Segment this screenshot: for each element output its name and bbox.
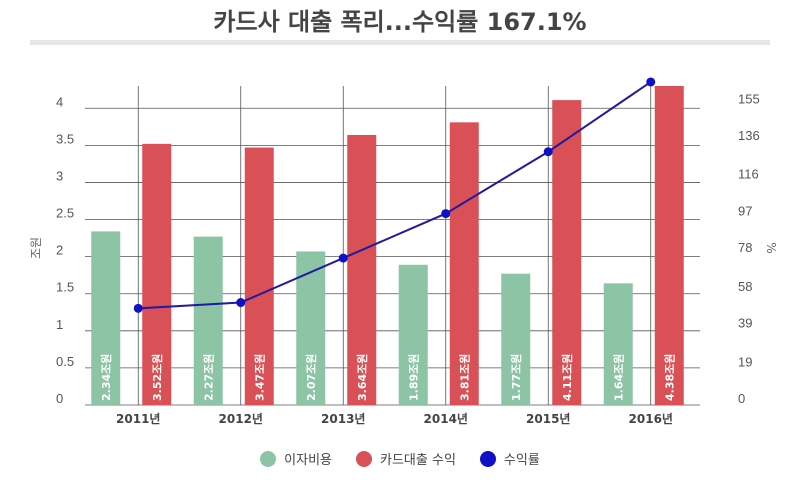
legend-item[interactable]: 이자비용 — [260, 449, 332, 468]
y-tick-label: 1.5 — [56, 280, 74, 295]
x-tick-label: 2013년 — [321, 412, 365, 426]
x-tick-label: 2011년 — [116, 412, 160, 426]
revenue-bar — [142, 143, 172, 405]
legend-swatch-icon — [479, 450, 496, 467]
rate-point — [441, 209, 451, 219]
x-tick-label: 2015년 — [526, 412, 570, 426]
interest-bar — [501, 273, 531, 405]
rate-point — [338, 253, 348, 263]
bar-value-label: 2.07조원 — [304, 354, 318, 401]
y2-tick-label: 19 — [738, 354, 752, 369]
bar-value-label: 1.64조원 — [611, 354, 625, 401]
legend-swatch-icon — [260, 450, 277, 467]
rate-line — [138, 81, 652, 310]
y2-tick-label: 136 — [738, 128, 760, 143]
legend-label: 카드대출 수익 — [380, 453, 456, 468]
y-tick-label: 3.5 — [56, 131, 74, 146]
y2-tick-label: 58 — [738, 279, 752, 294]
y-tick-label: 0 — [56, 391, 63, 406]
revenue-bar — [244, 147, 274, 406]
rate-point — [646, 77, 656, 87]
legend-item[interactable]: 수익률 — [479, 449, 540, 468]
bar-value-label: 2.34조원 — [99, 354, 113, 401]
y2-tick-label: 78 — [738, 240, 752, 255]
chart-title: 카드사 대출 폭리...수익률 167.1% — [213, 8, 587, 36]
revenue-bar — [552, 100, 582, 406]
y-tick-label: 2 — [56, 243, 63, 258]
bar-value-label: 2.27조원 — [201, 354, 215, 401]
interest-bar — [91, 231, 121, 405]
gridlines — [85, 86, 700, 406]
legend-label: 수익률 — [503, 453, 540, 468]
y-axis-title: 조원 — [29, 237, 43, 259]
x-tick-label: 2016년 — [629, 412, 673, 426]
revenue-bar — [449, 122, 479, 405]
y2-tick-label: 116 — [738, 167, 759, 182]
legend-label: 이자비용 — [284, 453, 333, 468]
rate-point — [543, 147, 553, 157]
x-tick-label: 2014년 — [424, 412, 468, 426]
revenue-bar — [654, 86, 684, 405]
y2-axis-title: % — [764, 242, 778, 253]
bar-value-label: 3.81조원 — [457, 354, 471, 401]
y2-tick-label: 97 — [738, 203, 752, 218]
interest-bar — [603, 283, 633, 405]
bar-value-label: 1.77조원 — [509, 354, 523, 401]
bar-value-label: 3.64조원 — [355, 354, 369, 401]
y-tick-label: 1 — [56, 317, 63, 332]
bar-value-label: 4.38조원 — [662, 354, 676, 401]
bar-value-label: 4.11조원 — [560, 354, 574, 401]
interest-bar — [398, 264, 428, 405]
legend-swatch-icon — [356, 450, 373, 467]
revenue-bar — [347, 134, 377, 406]
y2-tick-label: 39 — [738, 316, 752, 331]
axes: 0 0.5 1 1.5 2 2.5 3 3.5 4 0 19 39 58 78 97 116 136 155 201… — [29, 91, 778, 426]
y2-tick-label: 0 — [738, 391, 745, 406]
legend-item[interactable]: 카드대출 수익 — [356, 449, 456, 468]
legend: 이자비용 카드대출 수익 수익률 — [0, 449, 800, 468]
interest-bar — [193, 236, 223, 405]
y-tick-label: 0.5 — [56, 354, 74, 369]
bars: 2.34조원 3.52조원 2.27조원 3.47조원 2.07조원 3.64조원 1.89… — [91, 86, 684, 406]
rate-line-layer — [133, 77, 656, 313]
rate-point — [236, 298, 246, 308]
title-divider — [30, 40, 770, 45]
bar-value-label: 1.89조원 — [406, 354, 420, 401]
bar-value-label: 3.47조원 — [252, 354, 266, 401]
rate-point — [133, 303, 143, 313]
y-tick-label: 4 — [56, 94, 63, 109]
y-tick-label: 2.5 — [56, 206, 74, 221]
bar-value-label: 3.52조원 — [150, 354, 164, 401]
y2-tick-label: 155 — [738, 91, 760, 106]
y-tick-label: 3 — [56, 168, 63, 183]
x-tick-label: 2012년 — [219, 412, 263, 426]
